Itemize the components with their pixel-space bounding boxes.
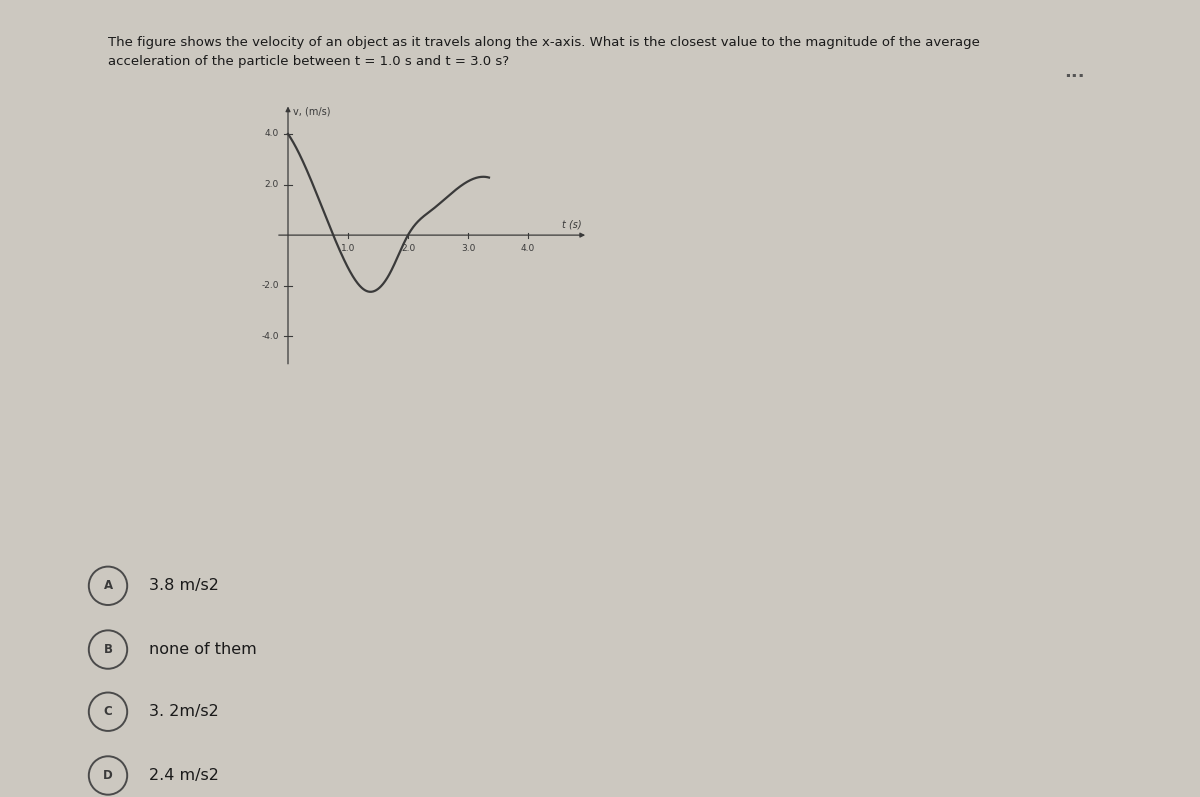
Text: -2.0: -2.0 — [262, 281, 278, 290]
Text: 4.0: 4.0 — [521, 244, 535, 253]
Text: 3.0: 3.0 — [461, 244, 475, 253]
Text: B: B — [103, 643, 113, 656]
Text: ...: ... — [1063, 63, 1085, 80]
Text: C: C — [103, 705, 113, 718]
Text: -4.0: -4.0 — [262, 332, 278, 341]
Text: 2.4 m/s2: 2.4 m/s2 — [149, 768, 218, 783]
Text: v, (m/s): v, (m/s) — [293, 106, 330, 116]
Text: D: D — [103, 769, 113, 782]
Text: A: A — [103, 579, 113, 592]
Text: 2.0: 2.0 — [401, 244, 415, 253]
Text: 4.0: 4.0 — [265, 129, 278, 139]
Text: 3. 2m/s2: 3. 2m/s2 — [149, 705, 218, 719]
Text: 3.8 m/s2: 3.8 m/s2 — [149, 579, 218, 593]
Text: none of them: none of them — [149, 642, 257, 657]
Text: t (s): t (s) — [563, 219, 582, 230]
Text: 2.0: 2.0 — [265, 180, 278, 189]
Text: The figure shows the velocity of an object as it travels along the x-axis. What : The figure shows the velocity of an obje… — [108, 36, 980, 68]
Text: 1.0: 1.0 — [341, 244, 355, 253]
